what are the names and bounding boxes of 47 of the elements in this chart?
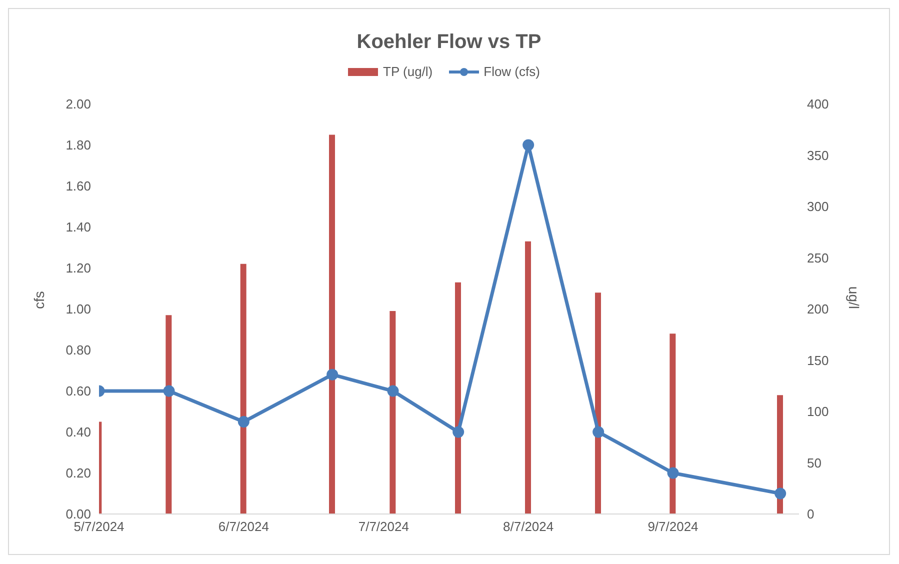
bar bbox=[390, 311, 396, 514]
y-tick-label: 1.40 bbox=[66, 220, 91, 235]
legend-label: Flow (cfs) bbox=[484, 64, 540, 79]
y-tick-label: 1.00 bbox=[66, 302, 91, 317]
x-tick-label: 7/7/2024 bbox=[358, 519, 409, 534]
y2-tick-label: 0 bbox=[807, 506, 814, 522]
y2-axis-title: ug/l bbox=[846, 286, 862, 309]
x-tick-label: 6/7/2024 bbox=[218, 519, 269, 534]
y-tick-label: 1.20 bbox=[66, 260, 91, 276]
point bbox=[522, 139, 534, 151]
y2-tick-label: 200 bbox=[807, 302, 829, 317]
y2-tick-label: 400 bbox=[807, 96, 829, 112]
y-tick-label: 0.80 bbox=[66, 342, 91, 358]
y-tick-label: 2.00 bbox=[66, 96, 91, 112]
y-tick-label: 1.80 bbox=[66, 138, 91, 153]
point bbox=[326, 368, 338, 380]
point bbox=[452, 426, 464, 438]
bar bbox=[455, 282, 461, 514]
point bbox=[774, 488, 786, 500]
y-tick-label: 0.20 bbox=[66, 466, 91, 481]
y-tick-label: 0.60 bbox=[66, 384, 91, 399]
chart-title: Koehler Flow vs TP bbox=[356, 30, 542, 54]
legend-label: TP (ug/l) bbox=[383, 64, 433, 79]
point bbox=[387, 385, 399, 397]
x-tick-label: 9/7/2024 bbox=[648, 519, 698, 534]
bar bbox=[595, 292, 601, 514]
point bbox=[592, 426, 604, 438]
y2-tick-label: 50 bbox=[807, 455, 822, 470]
y-tick-label: 0.40 bbox=[66, 424, 91, 440]
bar bbox=[329, 134, 335, 514]
bar bbox=[670, 334, 676, 514]
bar bbox=[166, 315, 172, 514]
point bbox=[238, 416, 250, 428]
y-tick-label: 1.60 bbox=[66, 178, 91, 194]
y2-tick-label: 250 bbox=[807, 250, 829, 266]
bar bbox=[240, 264, 246, 514]
y2-tick-label: 150 bbox=[807, 352, 829, 368]
bar bbox=[525, 241, 531, 514]
x-tick-label: 8/7/2024 bbox=[503, 519, 554, 534]
x-tick-label: 5/7/2024 bbox=[74, 519, 124, 534]
y2-tick-label: 100 bbox=[807, 404, 829, 420]
y-tick-label: 0.00 bbox=[66, 506, 91, 522]
point bbox=[163, 385, 175, 397]
y2-tick-label: 350 bbox=[807, 148, 829, 163]
point bbox=[667, 467, 679, 479]
y-axis-title: cfs bbox=[30, 291, 47, 309]
y2-tick-label: 300 bbox=[807, 199, 829, 214]
